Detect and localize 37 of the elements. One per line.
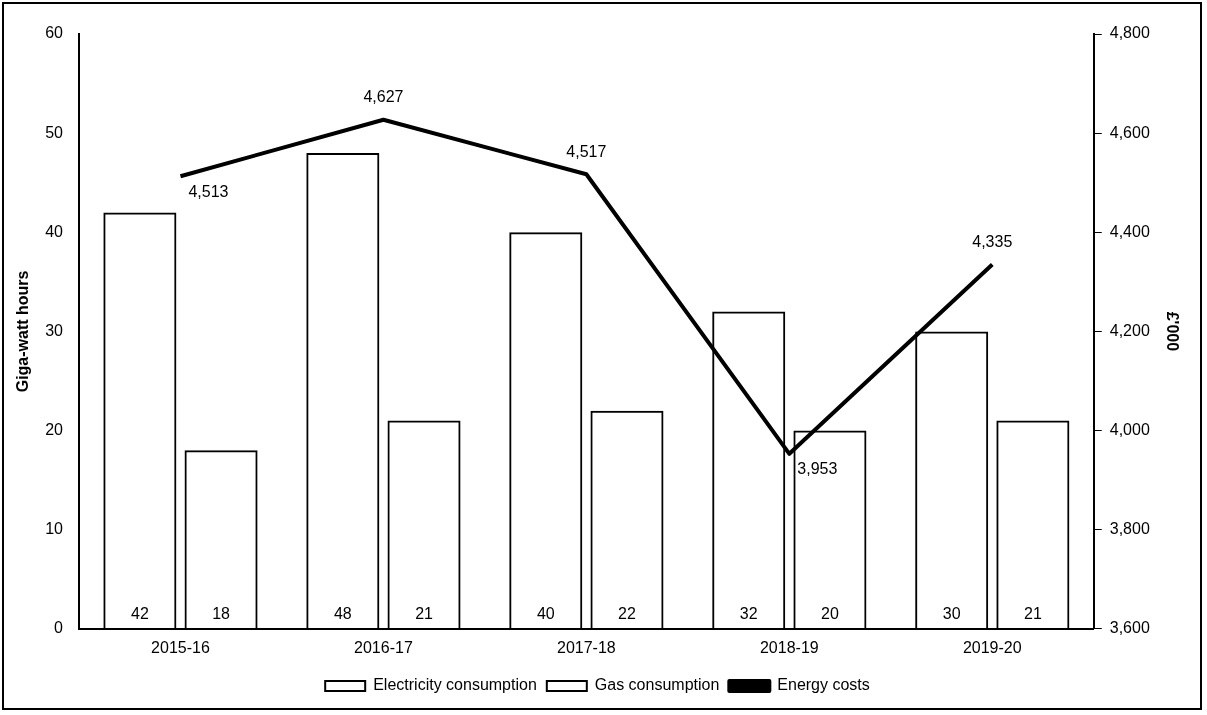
data-label: 40: [536, 605, 555, 623]
y-tick-label: 0: [54, 619, 64, 637]
data-label: 32: [739, 605, 758, 623]
data-label: 42: [130, 605, 149, 623]
legend-label: Electricity consumption: [373, 676, 537, 694]
y-axis-title: Giga-watt hours: [14, 270, 32, 393]
data-label: 4,627: [363, 88, 404, 106]
x-tick-label: 2016-17: [354, 638, 413, 656]
y2-tick-label: 4,600: [1109, 123, 1150, 141]
x-tick-label: 2017-18: [557, 638, 616, 656]
y2-tick-label: 4,800: [1109, 24, 1150, 42]
y-tick-label: 10: [45, 520, 64, 538]
x-tick-label: 2018-19: [759, 638, 819, 656]
data-label: 48: [333, 605, 352, 623]
x-tick-label: 2015-16: [151, 638, 210, 656]
data-label: 21: [415, 605, 434, 623]
y2-tick-label: 4,400: [1109, 222, 1150, 240]
data-label: 22: [618, 605, 636, 623]
data-label: 18: [212, 605, 231, 623]
y2-tick-label: 3,600: [1109, 619, 1150, 637]
y2-tick-label: 4,000: [1109, 420, 1150, 438]
legend-label: Energy costs: [777, 676, 870, 694]
y2-tick-label: 4,200: [1109, 321, 1150, 339]
data-label: 21: [1023, 605, 1042, 623]
legend-label: Gas consumption: [594, 676, 720, 694]
data-label: 4,335: [972, 232, 1013, 250]
data-label: 4,513: [188, 182, 229, 200]
x-tick-label: 2019-20: [962, 638, 1022, 656]
y-tick-label: 50: [45, 123, 64, 141]
y2-axis-title: £'000: [1163, 311, 1181, 352]
y-tick-label: 20: [45, 420, 64, 438]
y-tick-label: 30: [45, 321, 64, 339]
y-tick-label: 40: [45, 222, 64, 240]
data-label: 4,517: [566, 142, 607, 160]
y2-tick-label: 3,800: [1109, 520, 1150, 538]
data-label: 30: [942, 605, 961, 623]
y-tick-label: 60: [45, 24, 64, 42]
